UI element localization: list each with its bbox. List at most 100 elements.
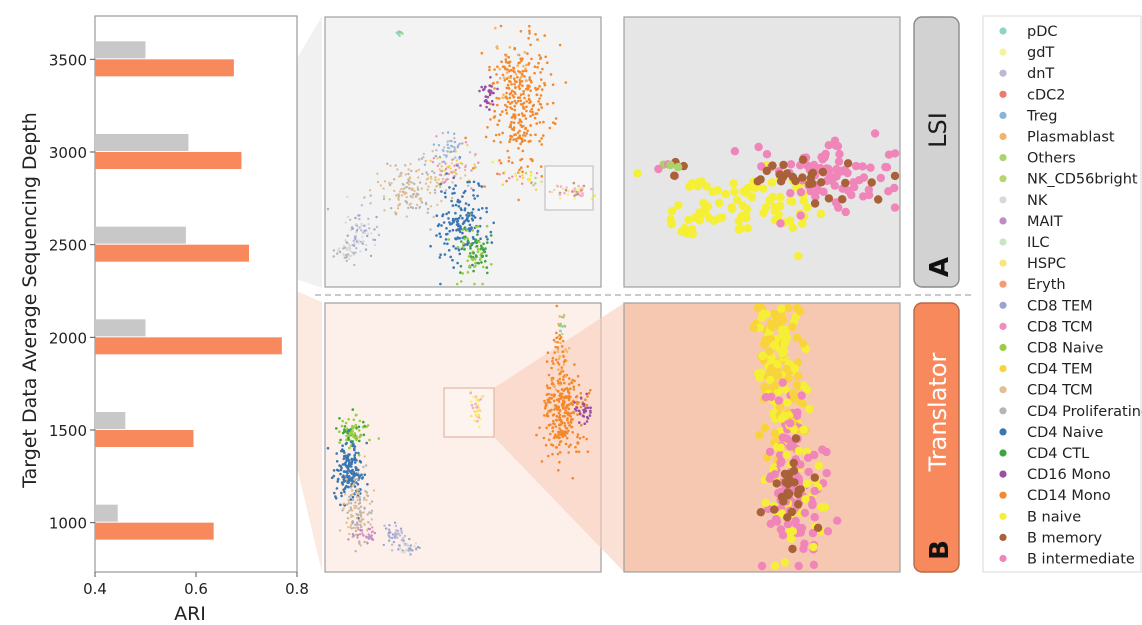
cell-point <box>553 122 557 125</box>
cell-point <box>556 346 559 349</box>
cell-point <box>365 498 368 502</box>
bar-1500-grey <box>95 412 126 429</box>
cell-point <box>354 251 357 254</box>
cell-point <box>484 85 487 88</box>
cell-point <box>457 248 461 252</box>
cell-point <box>490 263 493 266</box>
cell-point <box>451 228 455 232</box>
cell-point <box>586 406 590 410</box>
lsi-side-tab <box>913 16 960 288</box>
cell-point <box>347 429 350 432</box>
cell-point <box>794 251 803 261</box>
cell-point <box>460 208 463 212</box>
cell-point <box>890 203 900 212</box>
cell-point <box>461 195 464 198</box>
cell-point <box>579 392 583 395</box>
cell-point <box>363 455 366 458</box>
y-axis-label: Target Data Average Sequencing Depth <box>19 112 41 489</box>
cell-point <box>527 37 530 40</box>
cell-point <box>420 201 424 204</box>
cell-point <box>453 140 457 144</box>
legend-label: Treg <box>1026 108 1058 124</box>
cell-point <box>376 180 380 184</box>
cell-point <box>570 401 574 404</box>
cell-point <box>798 339 808 348</box>
cell-point <box>447 211 451 214</box>
cell-point <box>781 385 790 394</box>
cell-point <box>451 192 454 195</box>
cell-point <box>543 414 546 417</box>
cell-point <box>518 82 522 86</box>
cell-point <box>788 197 797 206</box>
cell-point <box>493 68 496 71</box>
cell-point <box>559 336 563 339</box>
cell-point <box>396 193 400 196</box>
cell-point <box>555 304 559 308</box>
cell-point <box>514 174 518 178</box>
cell-point <box>339 468 343 472</box>
cell-point <box>776 219 785 228</box>
cell-point <box>673 162 683 172</box>
cell-point <box>357 488 361 491</box>
cell-point <box>581 191 584 195</box>
cell-point <box>561 415 565 418</box>
cell-point <box>469 391 473 395</box>
cell-point <box>556 185 559 188</box>
legend-marker <box>999 259 1007 267</box>
bar-1000-grey <box>95 504 118 522</box>
cell-point <box>580 187 584 190</box>
cell-point <box>526 129 529 133</box>
cell-point <box>558 334 561 337</box>
cell-point <box>547 397 551 401</box>
cell-point <box>539 71 542 74</box>
cell-point <box>415 547 418 550</box>
cell-point <box>429 205 433 208</box>
cell-point <box>386 162 389 165</box>
cell-point <box>549 401 552 404</box>
cell-point <box>468 223 472 227</box>
cell-point <box>369 254 373 258</box>
cell-point <box>582 415 586 418</box>
cell-point <box>521 84 524 87</box>
cell-point <box>347 418 350 421</box>
cell-point <box>373 243 377 247</box>
cell-point <box>356 526 360 529</box>
cell-point <box>576 192 580 196</box>
cell-point <box>762 166 771 176</box>
cell-point <box>501 96 505 99</box>
cell-point <box>347 476 351 480</box>
cell-point <box>440 165 443 168</box>
cell-point <box>438 155 442 159</box>
cell-point <box>360 525 363 529</box>
cell-point <box>475 241 478 244</box>
cell-point <box>477 161 480 164</box>
cell-point <box>881 162 890 172</box>
cell-point <box>545 384 549 388</box>
cell-point <box>517 61 520 65</box>
cell-point <box>775 170 784 179</box>
cell-point <box>543 34 546 37</box>
cell-point <box>498 67 502 71</box>
cell-point <box>721 190 730 199</box>
cell-point <box>508 46 512 49</box>
cell-point <box>779 315 788 324</box>
cell-point <box>346 253 350 256</box>
cell-point <box>572 388 576 391</box>
cell-point <box>674 201 683 210</box>
cell-point <box>477 208 481 211</box>
cell-point <box>556 379 560 383</box>
cell-point <box>558 193 562 196</box>
cell-point <box>520 120 523 124</box>
cell-point <box>482 265 485 269</box>
cell-point <box>398 547 402 550</box>
cell-point <box>383 209 386 212</box>
cell-point <box>390 182 393 185</box>
cell-point <box>336 252 339 255</box>
cell-point <box>575 406 579 409</box>
cell-point <box>575 450 578 454</box>
cell-point <box>530 107 534 111</box>
cell-point <box>697 177 706 186</box>
cell-point <box>353 507 356 510</box>
